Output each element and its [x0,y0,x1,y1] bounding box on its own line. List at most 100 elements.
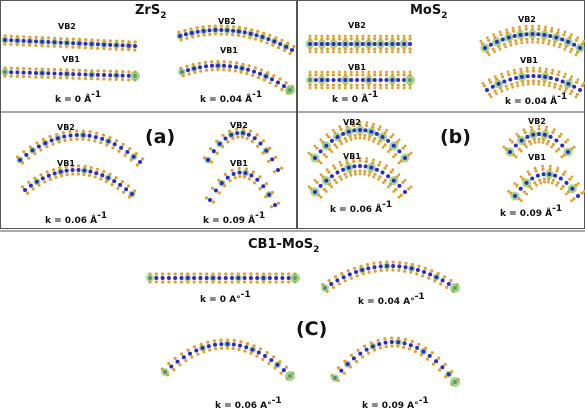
sulfur-atom [487,38,491,42]
metal-atom [554,138,559,143]
sulfur-atom [361,70,365,74]
sulfur-atom [284,365,288,369]
sulfur-atom [531,24,534,28]
sulfur-atom [444,375,448,379]
sulfur-atom [396,47,400,51]
metal-atom [21,70,26,75]
sulfur-atom [55,132,59,136]
sulfur-atom [513,71,517,75]
sulfur-atom [495,77,499,81]
metal-atom [560,79,565,84]
metal-atom [195,29,200,34]
sulfur-atom [68,129,72,134]
metal-atom [343,78,348,82]
sulfur-atom [52,44,56,48]
metal-atom [341,131,346,136]
vb-label: VB2 [343,118,361,127]
sulfur-atom [365,121,369,124]
metal-atom [62,134,67,139]
sulfur-atom [114,47,118,51]
sulfur-atom [39,173,43,177]
metal-atom [378,78,383,82]
sulfur-atom [423,266,427,270]
sulfur-atom [445,285,449,289]
metal-atom [396,78,401,82]
metal-atom [548,134,553,139]
sulfur-atom [538,66,542,70]
sulfur-atom [34,75,38,79]
sulfur-atom [421,274,425,278]
sulfur-atom [367,47,371,51]
sulfur-atom [401,146,405,150]
sulfur-atom [333,275,338,279]
sulfur-atom [563,89,567,93]
sulfur-atom [530,37,535,41]
sulfur-atom [224,280,228,284]
sulfur-atom [407,347,411,351]
sulfur-atom [308,86,312,90]
metal-atom [554,35,559,40]
sulfur-atom [99,177,103,181]
sulfur-atom [372,122,375,126]
sulfur-atom [90,69,94,73]
metal-atom [402,78,407,82]
k-exp: -1 [368,90,378,100]
sulfur-atom [367,50,371,54]
sulfur-atom [232,338,236,343]
sulfur-atom [326,70,329,74]
sulfur-atom [127,48,131,52]
metal-atom [518,32,523,37]
sulfur-atom [338,86,341,90]
metal-atom [578,46,582,50]
sulfur-atom [355,70,359,74]
sulfur-atom [191,63,195,67]
sulfur-atom [16,35,20,39]
vb-label: VB1 [220,46,238,55]
sulfur-atom [332,50,335,54]
title-sub: 2 [160,11,166,21]
sulfur-atom [550,26,554,30]
sulfur-atom [242,34,246,38]
sulfur-atom [396,50,400,54]
sulfur-atom [373,50,377,54]
sulfur-atom [525,145,528,149]
sulfur-atom [87,173,92,177]
sulfur-atom [231,33,235,37]
sulfur-atom [547,39,551,43]
metal-atom [81,133,86,138]
sulfur-atom [115,39,119,43]
metal-atom [194,348,199,353]
sulfur-atom [95,167,100,171]
sulfur-atom [417,342,421,346]
metal-atom [281,368,286,373]
orbital-lobe [450,283,460,293]
metal-atom [560,143,565,148]
metal-atom [370,344,375,349]
sulfur-atom [361,34,365,38]
sulfur-atom [133,48,137,52]
sulfur-atom [270,190,275,195]
sulfur-atom [202,350,206,354]
metal-atom [119,145,124,150]
sulfur-atom [104,179,108,184]
sulfur-atom [528,139,532,143]
sulfur-atom [325,155,328,159]
vb-label: VB2 [348,21,366,30]
sulfur-atom [83,46,87,50]
sulfur-atom [208,32,212,37]
metal-atom [213,188,218,193]
sulfur-atom [384,73,389,77]
sulfur-atom [242,175,247,179]
sulfur-atom [108,136,112,140]
sulfur-atom [40,44,44,48]
sulfur-atom [322,153,326,157]
sulfur-atom [96,46,100,50]
sulfur-atom [395,140,399,144]
metal-atom [89,42,94,46]
sulfur-atom [276,201,281,205]
sulfur-atom [326,50,329,54]
sulfur-atom [536,40,540,44]
sulfur-atom [120,47,124,52]
sulfur-atom [402,34,406,38]
sulfur-atom [391,50,394,54]
